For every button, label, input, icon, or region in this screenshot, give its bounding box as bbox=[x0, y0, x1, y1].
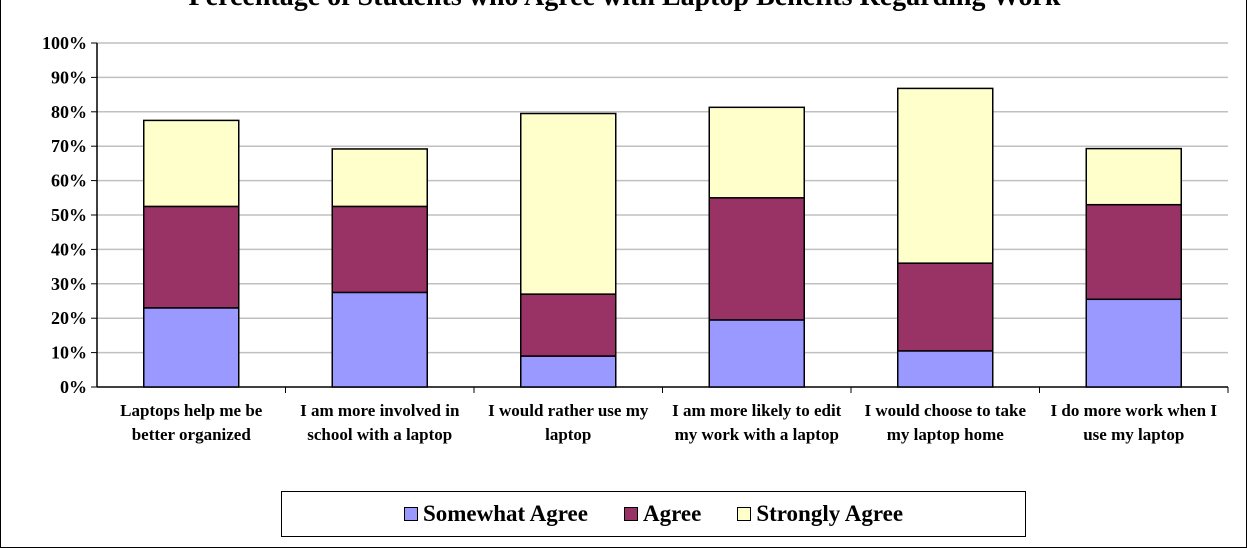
legend-swatch bbox=[623, 507, 638, 521]
bar-segment bbox=[897, 87, 994, 264]
y-tick-label: 40% bbox=[51, 239, 87, 259]
chart-title: Percentage of Students who Agree with La… bbox=[1, 0, 1247, 21]
y-tick-label: 10% bbox=[51, 343, 87, 363]
legend-label: Somewhat Agree bbox=[422, 501, 588, 526]
legend-item: Strongly Agree bbox=[737, 501, 903, 527]
bar-segment bbox=[331, 148, 428, 208]
bar-segment bbox=[520, 293, 617, 357]
y-tick-label: 80% bbox=[51, 102, 87, 122]
x-category-label: I am more involved in school with a lapt… bbox=[300, 401, 460, 444]
x-category-label: I would choose to take my laptop home bbox=[864, 401, 1026, 444]
legend-swatch bbox=[403, 507, 418, 521]
bar-segment bbox=[520, 112, 617, 295]
y-tick-label: 60% bbox=[51, 171, 87, 191]
legend-label: Agree bbox=[642, 501, 702, 526]
bar-segment bbox=[708, 106, 805, 199]
bar-segment bbox=[708, 197, 805, 321]
legend-item: Somewhat Agree bbox=[403, 501, 588, 527]
y-tick-label: 90% bbox=[51, 67, 87, 87]
legend-label: Strongly Agree bbox=[756, 501, 904, 526]
y-tick-label: 30% bbox=[51, 274, 87, 294]
y-tick-label: 0% bbox=[60, 377, 87, 397]
y-tick-label: 100% bbox=[42, 33, 87, 53]
legend-swatch bbox=[737, 507, 752, 521]
y-tick-label: 20% bbox=[51, 308, 87, 328]
bar-segment bbox=[331, 205, 428, 294]
bar-segment bbox=[1085, 203, 1182, 301]
x-category-label: Laptops help me be better organized bbox=[120, 401, 263, 444]
y-tick-label: 50% bbox=[51, 205, 87, 225]
bar-segment bbox=[708, 319, 805, 388]
bar-segment bbox=[520, 355, 617, 388]
x-category-label: I am more likely to edit my work with a … bbox=[672, 401, 842, 444]
bar-segment bbox=[1085, 147, 1182, 206]
bar-segment bbox=[143, 119, 240, 208]
bar-segment bbox=[143, 307, 240, 388]
y-tick-label: 70% bbox=[51, 136, 87, 156]
bar-segment bbox=[331, 291, 428, 388]
bar-segment bbox=[1085, 298, 1182, 388]
bar-segment bbox=[143, 205, 240, 309]
bar-segment bbox=[897, 350, 994, 388]
x-category-label: I would rather use my laptop bbox=[488, 401, 649, 444]
x-category-label: I do more work when I use my laptop bbox=[1050, 401, 1217, 444]
legend-item: Agree bbox=[623, 501, 702, 527]
legend: Somewhat Agree Agree Strongly Agree bbox=[281, 491, 1026, 537]
bar-segment bbox=[897, 262, 994, 352]
